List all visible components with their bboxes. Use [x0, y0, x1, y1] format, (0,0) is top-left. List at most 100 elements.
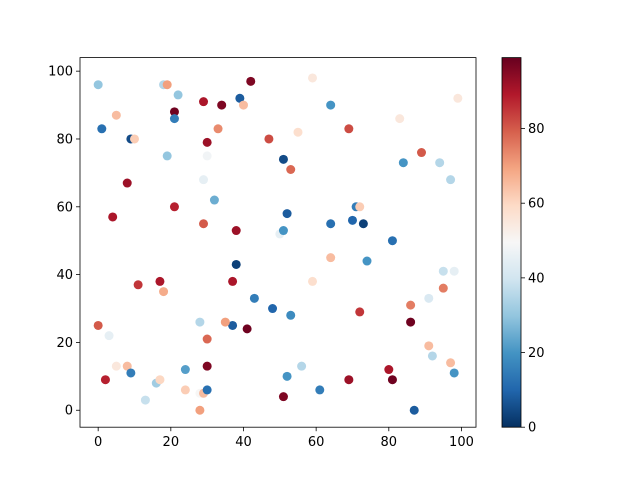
y-tick-label: 100	[48, 65, 73, 80]
scatter-point	[242, 324, 252, 334]
scatter-point	[268, 304, 278, 314]
scatter-point	[111, 361, 121, 371]
scatter-point	[231, 259, 241, 269]
scatter-point	[438, 266, 448, 276]
x-tick-label: 40	[235, 435, 252, 450]
y-tick-label: 20	[56, 336, 73, 351]
scatter-point	[424, 341, 434, 351]
scatter-point	[438, 283, 448, 293]
scatter-point	[155, 276, 165, 286]
scatter-point	[231, 226, 241, 236]
scatter-point	[209, 195, 219, 205]
scatter-point	[344, 124, 354, 134]
scatter-point	[278, 392, 288, 402]
scatter-point	[246, 76, 256, 86]
colorbar-tick-label: 40	[528, 271, 545, 286]
scatter-point	[384, 365, 394, 375]
plot-area: 0 20 40 60 80 100 0 20 40 60 80 100	[48, 57, 477, 450]
scatter-point	[435, 158, 445, 168]
scatter-point	[235, 93, 245, 103]
scatter-point	[278, 154, 288, 164]
scatter-point	[297, 361, 307, 371]
scatter-point	[97, 124, 107, 134]
scatter-point	[308, 276, 318, 286]
scatter-point	[169, 107, 179, 117]
scatter-point	[202, 151, 212, 161]
x-tick-label: 100	[449, 435, 474, 450]
scatter-point	[315, 385, 325, 395]
scatter-point	[202, 361, 212, 371]
colorbar-gradient-bar	[502, 57, 521, 428]
colorbar-tick-label: 60	[528, 197, 545, 212]
y-tick-label: 0	[65, 404, 73, 419]
scatter-point	[424, 293, 434, 303]
x-tick-label: 80	[381, 435, 398, 450]
colorbar-ticks: 0 20 40 60 80	[521, 122, 545, 436]
scatter-point	[104, 331, 114, 341]
scatter-point	[217, 100, 227, 110]
axes-frame	[79, 57, 477, 428]
scatter-point	[228, 276, 238, 286]
scatter-point	[228, 320, 238, 330]
scatter-point	[449, 368, 459, 378]
scatter-point	[195, 317, 205, 327]
scatter-point	[387, 375, 397, 385]
scatter-point	[169, 114, 179, 124]
scatter-point	[133, 280, 143, 290]
scatter-point	[249, 293, 259, 303]
scatter-point	[358, 219, 368, 229]
scatter-point	[202, 137, 212, 147]
scatter-point	[202, 334, 212, 344]
colorbar: 0 20 40 60 80	[501, 57, 545, 436]
scatter-point	[238, 100, 248, 110]
scatter-point	[93, 320, 103, 330]
scatter-point	[362, 256, 372, 266]
scatter-point	[199, 97, 209, 107]
scatter-point	[398, 158, 408, 168]
scatter-point	[180, 385, 190, 395]
scatter-point	[282, 371, 292, 381]
colorbar-tick-label: 80	[528, 122, 545, 137]
scatter-point	[453, 93, 463, 103]
colorbar-frame	[501, 57, 522, 428]
scatter-point	[406, 300, 416, 310]
scatter-point	[155, 375, 165, 385]
scatter-point	[169, 202, 179, 212]
scatter-point	[286, 165, 296, 174]
y-tick-label: 80	[56, 132, 73, 147]
scatter-point	[446, 358, 456, 368]
scatter-point	[122, 361, 132, 371]
x-tick-label: 0	[94, 435, 102, 450]
scatter-point	[173, 90, 183, 100]
colorbar-tick-label: 0	[528, 421, 536, 436]
x-tick-label: 60	[308, 435, 325, 450]
scatter-point	[427, 351, 437, 361]
scatter-point	[347, 215, 357, 225]
scatter-point	[159, 287, 169, 297]
scatter-point	[286, 310, 296, 320]
scatter-point	[344, 375, 354, 385]
scatter-point	[406, 317, 416, 327]
axes-background	[80, 57, 476, 428]
scatter-point	[162, 151, 172, 161]
scatter-point	[199, 175, 209, 185]
scatter-point	[126, 368, 136, 378]
y-tick-label: 60	[56, 200, 73, 215]
scatter-point	[355, 307, 365, 317]
scatter-point	[308, 73, 318, 83]
scatter-point	[122, 178, 132, 188]
scatter-point	[111, 110, 121, 120]
x-tick-label: 20	[163, 435, 180, 450]
scatter-point	[162, 80, 172, 90]
scatter-point	[395, 114, 405, 124]
scatter-point	[326, 219, 336, 229]
scatter-point	[449, 266, 459, 276]
scatter-point	[199, 219, 209, 229]
scatter-point	[326, 100, 336, 110]
scatter-point	[282, 209, 292, 219]
scatter-point	[409, 405, 419, 415]
scatter-point	[100, 375, 110, 385]
y-tick-label: 40	[56, 268, 73, 283]
scatter-point	[264, 134, 274, 144]
